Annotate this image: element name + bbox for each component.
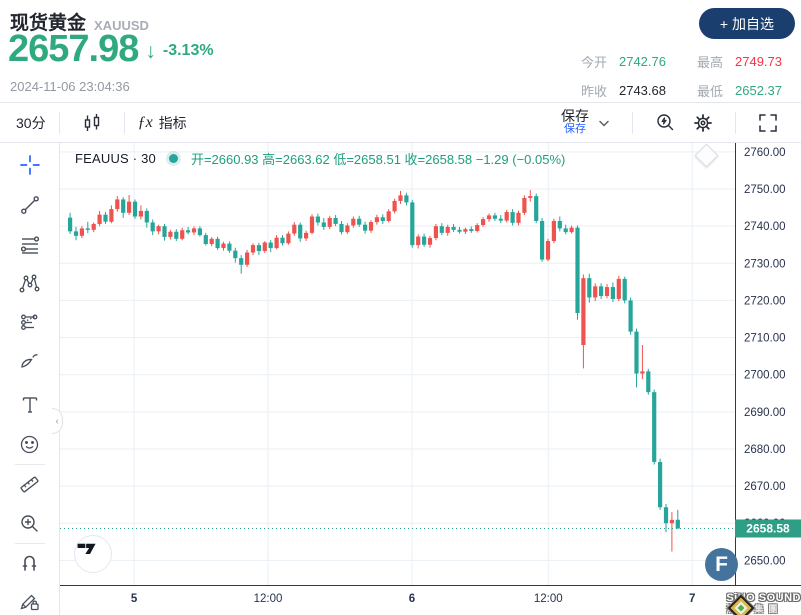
market-status-dot-icon [168, 154, 178, 163]
stat-high-label: 最高 [696, 55, 723, 70]
svg-text:12:00: 12:00 [254, 593, 283, 605]
legend-series-title[interactable]: FEAUUS · 30 [75, 151, 156, 166]
stat-low-label: 最低 [696, 84, 723, 99]
chart-legend: FEAUUS · 30 开=2660.93 高=2663.62 低=2658.5… [75, 149, 565, 168]
fx678-logo-letter: F [715, 552, 728, 576]
chart-pane: 2760.00 2750.00 2740.00 2730.00 2720.00 2710.… [60, 143, 801, 615]
gear-icon[interactable] [692, 112, 714, 134]
svg-text:2650.00: 2650.00 [744, 555, 786, 567]
svg-text:2750.00: 2750.00 [744, 184, 786, 196]
stat-prevclose-value: 2743.68 [618, 83, 666, 98]
stat-open-label: 今开 [580, 55, 607, 70]
change-percent: -3.13% [162, 42, 214, 59]
svg-text:12:00: 12:00 [534, 593, 563, 605]
sidebar-divider [14, 542, 45, 544]
quote-stats: 今开 2742.76 最高 2749.73 昨收 2743.68 最低 2652… [581, 52, 795, 100]
save-menu-chevron[interactable] [597, 116, 611, 130]
tool-forecast[interactable] [13, 308, 47, 335]
price-axis[interactable] [735, 143, 801, 585]
tool-xabcd-pattern[interactable] [13, 270, 47, 297]
legend-ohlc-values: 开=2660.93 高=2663.62 低=2658.51 收=2658.58 … [190, 152, 566, 167]
svg-text:7: 7 [689, 593, 695, 605]
svg-text:2710.00: 2710.00 [744, 333, 786, 345]
toolbar-separator [58, 111, 60, 134]
tool-zoom-in[interactable] [13, 510, 47, 537]
chart-toolbar: 30分 ƒx 指标 保存 保存 [0, 102, 801, 143]
quick-search-flash-icon[interactable] [654, 112, 676, 134]
stat-high-value: 2749.73 [735, 54, 782, 69]
tool-fib-retracement[interactable] [13, 232, 47, 259]
svg-text:2670.00: 2670.00 [744, 481, 786, 493]
svg-text:2690.00: 2690.00 [744, 407, 786, 419]
sino-sound-watermark: SiNO SOUND 漢聲集團 [726, 592, 801, 615]
tool-trend-line[interactable] [13, 192, 47, 219]
instrument-header: 现货黄金 XAUUSD [10, 8, 149, 35]
indicators-label: 指标 [158, 114, 187, 131]
save-label: 保存 [561, 108, 589, 125]
tool-text[interactable] [13, 392, 47, 419]
fx678-logo: F [705, 548, 738, 581]
stat-low-value: 2652.37 [735, 83, 782, 98]
sino-sound-diamond-icon [726, 593, 757, 615]
svg-text:2680.00: 2680.00 [744, 444, 786, 456]
indicators-button[interactable]: ƒx 指标 [138, 113, 187, 133]
tool-emoji[interactable] [13, 431, 47, 458]
price-row: 2657.98 ↓ -3.13% [8, 28, 214, 71]
drawing-toolbar [0, 143, 60, 615]
fx-icon: ƒx [137, 113, 153, 131]
tool-magnet[interactable] [13, 549, 47, 576]
watermark-brand: SiNO SOUND [726, 592, 801, 605]
toolbar-separator [735, 111, 736, 134]
stat-prevclose-label: 昨收 [580, 84, 607, 99]
tool-brush[interactable] [13, 347, 47, 374]
tradingview-glyph-icon [77, 543, 96, 554]
tool-drawing-lock[interactable] [13, 588, 47, 615]
toolbar-separator [632, 111, 633, 134]
toolbar-separator [123, 111, 125, 134]
svg-text:2658.58: 2658.58 [746, 521, 790, 535]
instrument-symbol: XAUUSD [94, 18, 149, 33]
interval-selector[interactable]: 30分 [16, 114, 46, 131]
tradingview-logo[interactable] [74, 535, 112, 573]
svg-text:6: 6 [409, 593, 415, 605]
quote-timestamp: 2024-11-06 23:04:36 [10, 79, 130, 94]
last-price: 2657.98 [8, 28, 139, 70]
save-sublabel: 保存 [564, 123, 586, 136]
price-chart[interactable]: 2760.00 2750.00 2740.00 2730.00 2720.00 2710.… [60, 143, 801, 615]
svg-text:2700.00: 2700.00 [744, 370, 786, 382]
tool-ruler[interactable] [13, 471, 47, 498]
time-axis[interactable] [60, 585, 735, 615]
chart-type-candles-icon[interactable] [81, 112, 103, 134]
svg-text:2720.00: 2720.00 [744, 295, 786, 307]
chevron-down-icon [599, 120, 609, 127]
fullscreen-icon[interactable] [757, 112, 779, 134]
svg-text:2730.00: 2730.00 [744, 258, 786, 270]
down-arrow-icon: ↓ [145, 40, 156, 63]
instrument-name: 现货黄金 [10, 13, 87, 34]
svg-text:2740.00: 2740.00 [744, 221, 786, 233]
svg-text:2760.00: 2760.00 [744, 147, 786, 159]
add-watchlist-button[interactable]: + 加自选 [698, 8, 795, 39]
sidebar-divider [14, 464, 45, 466]
save-button[interactable]: 保存 保存 [561, 109, 589, 135]
stat-open-value: 2742.76 [618, 54, 666, 69]
svg-text:5: 5 [131, 593, 138, 605]
tool-crosshair[interactable] [13, 152, 47, 179]
